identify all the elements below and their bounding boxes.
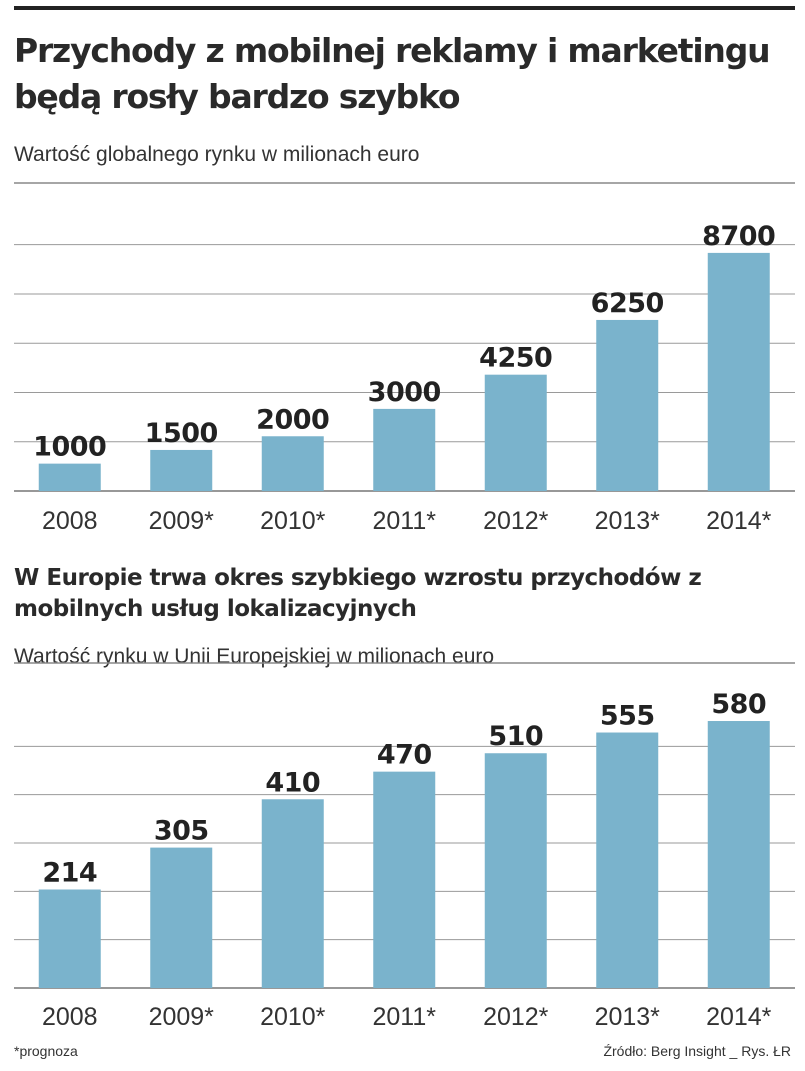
chart2-category-label: 2010*	[260, 1003, 326, 1031]
chart2-value-label: 410	[265, 767, 320, 798]
chart1-value-label: 8700	[702, 221, 775, 252]
chart1-value-label: 4250	[479, 343, 552, 374]
chart1-value-label: 3000	[368, 377, 441, 408]
chart1-category-label: 2014*	[706, 507, 772, 535]
chart1-title: Przychody z mobilnej reklamy i marketing…	[14, 31, 771, 116]
chart2-category-label: 2008	[42, 1003, 98, 1031]
chart1-category-label: 2012*	[483, 507, 549, 535]
chart1-category-label: 2011*	[373, 507, 437, 535]
chart1-value-label: 6250	[591, 288, 664, 319]
chart2-bar	[373, 771, 436, 988]
chart2-bar	[38, 889, 101, 988]
chart2-title: W Europie trwa okres szybkiego wzrostu p…	[14, 565, 702, 622]
source-credit: Źródło: Berg Insight _ Rys. ŁR	[603, 1043, 791, 1059]
chart1-bar	[38, 463, 101, 491]
chart2-value-label: 580	[711, 689, 766, 720]
chart2-category-label: 2011*	[373, 1003, 437, 1031]
chart2-bar	[150, 847, 213, 988]
chart1-subtitle: Wartość globalnego rynku w milionach eur…	[14, 143, 420, 166]
chart2-value-label: 555	[600, 701, 655, 732]
chart2-category-label: 2009*	[149, 1003, 215, 1031]
chart2-category-label: 2013*	[595, 1003, 661, 1031]
chart1-plot: 1000 2008 1500 2009* 2000 2010* 3000 2011* 4250 2…	[14, 182, 795, 535]
chart1-category-label: 2008	[42, 507, 98, 535]
chart2-plot: 214 2008 305 2009* 410 2010* 470 2011* 510 2012* 5…	[14, 662, 795, 1031]
chart1-category-label: 2009*	[149, 507, 215, 535]
chart2-value-label: 510	[488, 721, 543, 752]
footnote: *prognoza	[14, 1043, 78, 1059]
chart1-value-label: 2000	[256, 404, 329, 435]
chart1-category-label: 2010*	[260, 507, 326, 535]
chart1-bar	[261, 436, 324, 491]
chart1-value-label: 1000	[33, 432, 106, 463]
chart1-bar	[596, 319, 659, 491]
chart2-bar	[596, 732, 659, 988]
chart2-value-label: 470	[377, 740, 432, 771]
chart1-bar	[150, 449, 213, 491]
chart2-bar	[707, 721, 770, 988]
chart1-bar	[484, 374, 547, 491]
chart2-category-label: 2014*	[706, 1003, 772, 1031]
top-rule	[14, 6, 795, 10]
credit-text: Rys. ŁR	[741, 1043, 791, 1059]
chart2-value-label: 214	[42, 857, 97, 888]
chart2-bar	[484, 753, 547, 988]
chart1-bar	[373, 408, 436, 491]
footnote-text: *prognoza	[14, 1043, 78, 1059]
chart1-value-label: 1500	[145, 418, 218, 449]
chart1-bar	[707, 252, 770, 491]
chart2-bar	[261, 799, 324, 988]
chart1-category-label: 2013*	[595, 507, 661, 535]
chart2-category-label: 2012*	[483, 1003, 549, 1031]
chart2-value-label: 305	[154, 816, 209, 847]
separator: _	[729, 1043, 742, 1059]
source-text: Źródło: Berg Insight	[603, 1043, 726, 1059]
